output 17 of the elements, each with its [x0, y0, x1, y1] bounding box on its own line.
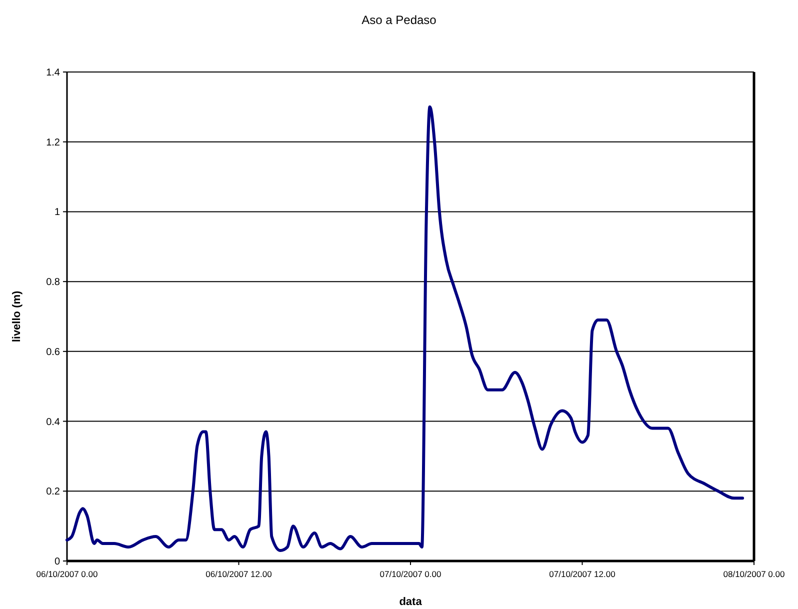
x-tick-label: 07/10/2007 0.00 — [380, 569, 442, 579]
x-tick-label: 08/10/2007 0.00 — [723, 569, 785, 579]
y-tick-label: 0.8 — [46, 277, 60, 288]
x-tick-label: 07/10/2007 12.00 — [549, 569, 616, 579]
line-series — [66, 105, 744, 552]
y-tick-label: 0.6 — [46, 346, 60, 358]
y-tick-label: 1.2 — [46, 137, 60, 148]
chart-title: Aso a Pedaso — [362, 13, 437, 27]
x-axis-title: data — [399, 596, 423, 608]
y-tick-label: 0 — [54, 556, 60, 568]
y-axis-title: livello (m) — [11, 290, 23, 342]
y-tick-label: 0.2 — [46, 486, 60, 498]
x-tick-label: 06/10/2007 0.00 — [36, 569, 98, 579]
y-tick-label: 0.4 — [46, 416, 60, 428]
x-tick-label: 06/10/2007 12.00 — [206, 569, 272, 579]
y-tick-label: 1 — [54, 207, 60, 218]
y-tick-label: 1.4 — [46, 68, 60, 78]
